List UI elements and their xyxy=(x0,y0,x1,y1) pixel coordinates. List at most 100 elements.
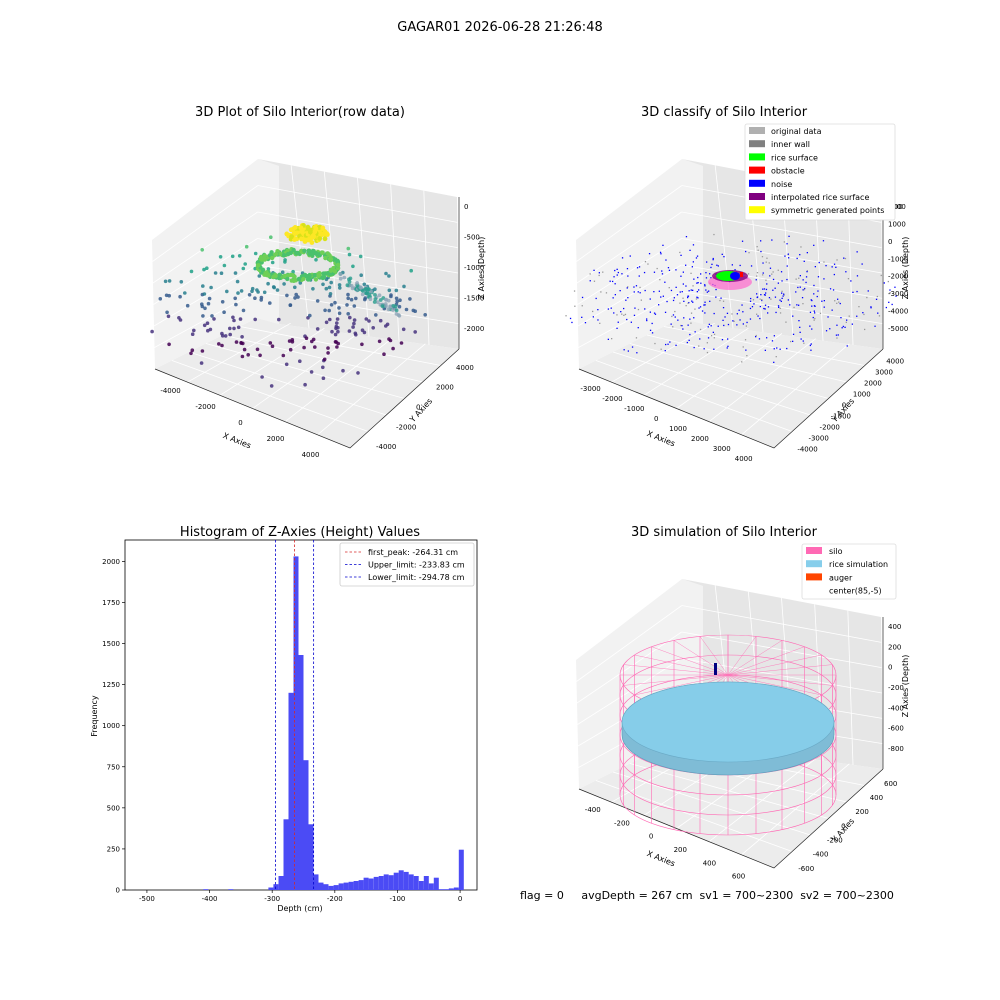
z-tick-label: -5000 xyxy=(888,325,908,333)
data-point xyxy=(742,311,744,313)
legend-swatch xyxy=(806,560,822,568)
data-point xyxy=(700,282,702,284)
data-point xyxy=(821,300,823,302)
data-point xyxy=(163,279,168,284)
data-point xyxy=(717,325,719,327)
data-point xyxy=(701,310,704,312)
data-point xyxy=(806,271,808,273)
data-point xyxy=(373,287,377,292)
data-point xyxy=(364,317,369,321)
data-point xyxy=(688,302,690,304)
data-point xyxy=(413,330,418,334)
data-point xyxy=(177,316,181,320)
data-point xyxy=(768,262,770,264)
data-point xyxy=(706,261,708,263)
data-point xyxy=(268,341,273,345)
data-point xyxy=(823,306,825,308)
data-point xyxy=(829,288,832,290)
y-tick-label: -2000 xyxy=(396,423,416,431)
legend-label: interpolated rice surface xyxy=(771,193,869,202)
histogram-bar xyxy=(388,875,394,890)
data-point xyxy=(240,354,245,359)
data-point xyxy=(749,307,752,310)
data-point xyxy=(648,253,651,255)
legend-label: inner wall xyxy=(771,140,810,149)
data-point xyxy=(704,285,706,287)
data-point xyxy=(573,290,576,292)
histogram-bar xyxy=(203,889,209,890)
data-point xyxy=(680,275,682,277)
data-point xyxy=(646,318,648,320)
data-point xyxy=(613,312,615,314)
data-point xyxy=(253,296,257,301)
data-point xyxy=(220,300,225,304)
data-point xyxy=(277,272,282,277)
data-point xyxy=(682,328,684,330)
legend: original data inner wall rice surface obsta… xyxy=(744,123,896,221)
data-point xyxy=(755,336,757,338)
data-point xyxy=(378,318,383,323)
x-tick-label: 0 xyxy=(654,415,658,423)
data-point xyxy=(327,256,333,262)
data-point xyxy=(692,289,694,291)
data-point xyxy=(264,272,269,278)
data-point xyxy=(209,285,213,290)
data-point xyxy=(699,328,702,331)
data-point xyxy=(661,270,663,272)
data-point xyxy=(753,303,755,305)
data-point xyxy=(178,294,182,299)
data-point xyxy=(380,304,385,308)
legend-label: obstacle xyxy=(771,167,805,176)
data-point xyxy=(228,332,232,337)
data-point xyxy=(308,236,313,242)
data-point xyxy=(295,251,300,256)
x-tick-label: -400 xyxy=(202,895,218,903)
data-point xyxy=(806,252,808,254)
data-point xyxy=(312,273,317,278)
data-point xyxy=(704,301,706,303)
data-point xyxy=(321,365,325,370)
data-point xyxy=(741,361,743,363)
data-point xyxy=(627,350,629,352)
data-point xyxy=(219,271,224,276)
data-point xyxy=(313,345,317,349)
z-tick-label: 2000 xyxy=(888,203,906,211)
data-point xyxy=(783,293,785,295)
data-point xyxy=(631,346,634,348)
data-point xyxy=(767,312,769,314)
data-point xyxy=(813,319,815,321)
data-point xyxy=(688,339,690,341)
data-point xyxy=(696,282,698,284)
data-point xyxy=(863,313,865,316)
histogram-bar xyxy=(458,849,464,890)
data-point xyxy=(784,255,786,257)
axes-3d-box xyxy=(152,159,460,449)
data-point xyxy=(338,272,343,276)
panel-histogram: Histogram of Z-Axies (Height) Values -50… xyxy=(90,525,478,913)
data-point xyxy=(290,338,295,342)
data-point xyxy=(322,236,328,242)
data-point xyxy=(385,322,390,327)
data-point xyxy=(386,307,391,312)
data-point xyxy=(693,317,695,319)
data-point xyxy=(760,240,762,242)
y-tick-label: 1250 xyxy=(102,681,120,689)
grid-line xyxy=(257,291,459,325)
data-point xyxy=(602,271,604,273)
data-point xyxy=(651,322,653,325)
legend-swatch xyxy=(806,547,822,554)
data-point xyxy=(236,291,240,295)
data-point xyxy=(384,304,388,308)
data-point xyxy=(880,274,882,277)
data-point xyxy=(734,269,736,271)
axis-line xyxy=(578,768,884,869)
silo-roof-strut xyxy=(634,654,729,676)
grid-line xyxy=(578,291,682,348)
data-point xyxy=(795,278,797,280)
data-point xyxy=(636,267,639,269)
histogram-plot: -500 -400 -300 -200 -100 0 0 250 500 750 1000 1250 1… xyxy=(102,539,478,903)
scatter-points xyxy=(565,233,897,363)
data-point xyxy=(189,351,193,356)
histogram-bar xyxy=(278,876,284,890)
data-point xyxy=(626,287,628,289)
